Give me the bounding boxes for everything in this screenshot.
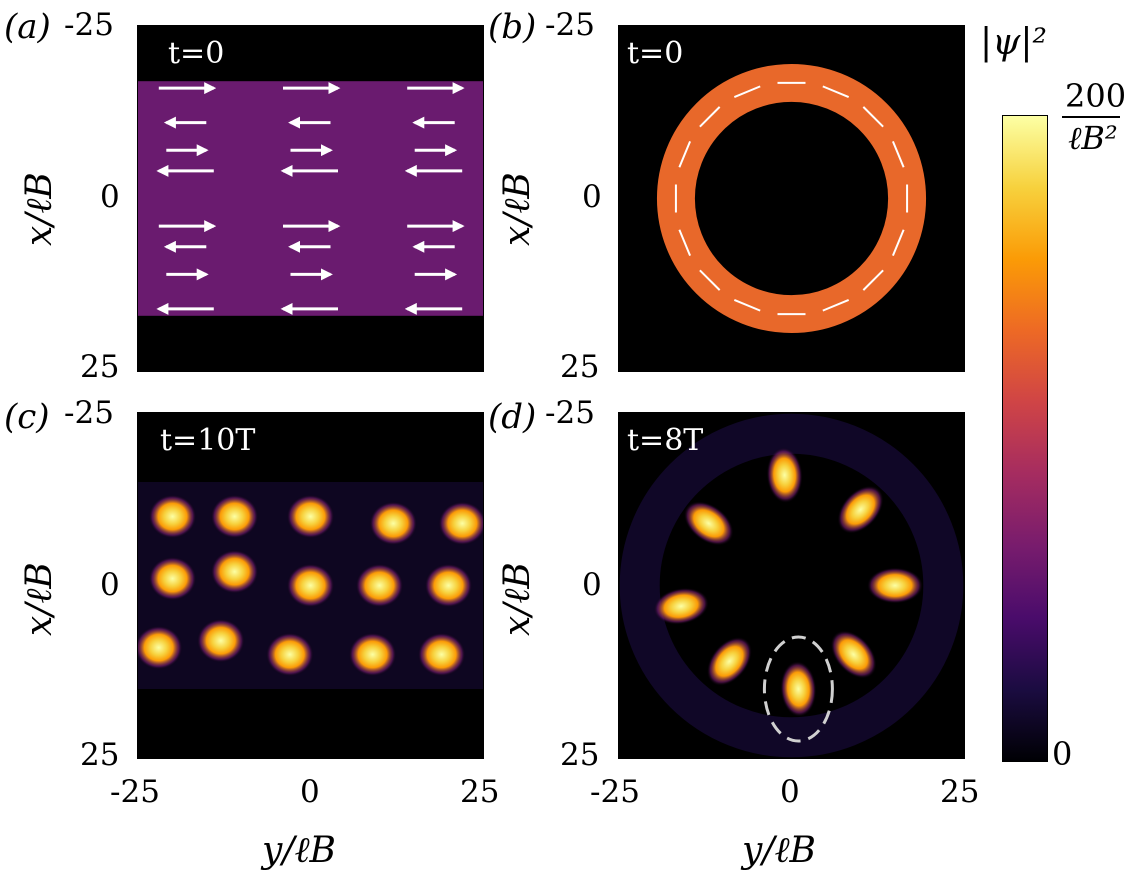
ring-flow-arrow [862,106,884,128]
y-axis-label-d: x/ℓB [497,562,538,636]
ring-flow-arrow [822,298,850,312]
ring-flow-arrow [822,85,850,99]
density-blob [210,549,259,594]
ring-region [656,63,927,334]
highlight-ellipse [762,635,834,743]
y-tick-a-mid: 0 [100,179,120,215]
density-blob [837,485,884,534]
density-blob [438,501,483,546]
y-axis-label-c: x/ℓB [19,562,60,636]
density-blob [424,563,473,608]
ring-flow-arrow [678,140,692,168]
colorbar-label: |ψ|² [980,22,1047,63]
density-blob [369,501,418,546]
density-blob [138,625,183,670]
time-label-c: t=10T [160,423,256,458]
y-tick-d-bot: 25 [560,737,600,773]
background-haze [619,413,964,758]
density-blob [348,632,397,677]
x-tick-d-mid: 0 [780,774,800,810]
density-blob [196,618,245,663]
y-tick-c-bot: 25 [80,737,120,773]
ring-flow-arrow [699,269,721,291]
density-blob [766,447,803,504]
band-region [138,81,483,316]
density-blob [780,661,817,717]
density-blob [355,563,404,608]
density-blob [683,501,734,546]
density-blob [653,587,709,625]
heatmap-panel-b: t=0 [618,25,965,372]
density-blob [265,632,314,677]
density-blob [417,632,466,677]
y-axis-label-a: x/ℓB [19,172,60,246]
colorbar-max-fraction-bar [1062,116,1120,118]
x-tick-d-right: 25 [940,774,980,810]
y-axis-label-b: x/ℓB [497,172,538,246]
ring-flow-arrow [891,229,905,257]
ring-flow-arrow [733,298,761,312]
x-tick-c-left: -25 [110,774,160,810]
y-tick-a-bot: 25 [80,349,120,385]
heatmap-panel-d: t=8T [618,412,965,759]
density-blob [286,494,335,539]
density-blob [148,556,197,601]
heatmap-c-svg [138,482,483,689]
panel-label-c: (c) [4,397,50,437]
time-label-a: t=0 [168,36,225,71]
x-axis-label-c: y/ℓB [262,830,336,871]
density-blob [867,567,923,604]
colorbar-max-denominator: ℓB² [1068,119,1118,157]
y-tick-d-mid: 0 [582,567,602,603]
x-tick-d-left: -25 [590,774,640,810]
density-blob [286,563,335,608]
y-tick-b-bot: 25 [560,349,600,385]
heatmap-b-svg [656,63,927,334]
ring-flow-arrow [891,140,905,168]
ring-flow-arrow [733,85,761,99]
panel-label-b: (b) [488,7,537,47]
density-blob [210,494,259,539]
time-label-b: t=0 [627,36,684,71]
heatmap-panel-c: t=10T [137,412,484,759]
ring-flow-arrow [862,269,884,291]
colorbar [1002,115,1048,762]
x-axis-label-d: y/ℓB [742,830,816,871]
y-tick-a-top: -25 [64,7,114,43]
x-tick-c-right: 25 [460,774,500,810]
heatmap-panel-a: t=0 [137,25,484,372]
time-label-d: t=8T [627,423,704,458]
density-blob [148,494,197,539]
heatmap-d-svg [619,413,964,758]
ring-flow-arrow [678,229,692,257]
y-tick-b-mid: 0 [582,179,602,215]
colorbar-min-label: 0 [1052,735,1073,773]
y-tick-d-top: -25 [545,395,595,431]
ring-flow-arrow [699,106,721,128]
y-tick-c-mid: 0 [100,567,120,603]
density-blob [830,630,877,679]
y-tick-c-top: -25 [64,395,114,431]
density-blob [706,636,752,686]
y-tick-b-top: -25 [545,7,595,43]
x-tick-c-mid: 0 [300,774,320,810]
heatmap-a-svg [138,81,483,316]
colorbar-max-numerator: 200 [1065,77,1127,115]
panel-label-a: (a) [4,7,51,47]
panel-label-d: (d) [488,397,537,437]
